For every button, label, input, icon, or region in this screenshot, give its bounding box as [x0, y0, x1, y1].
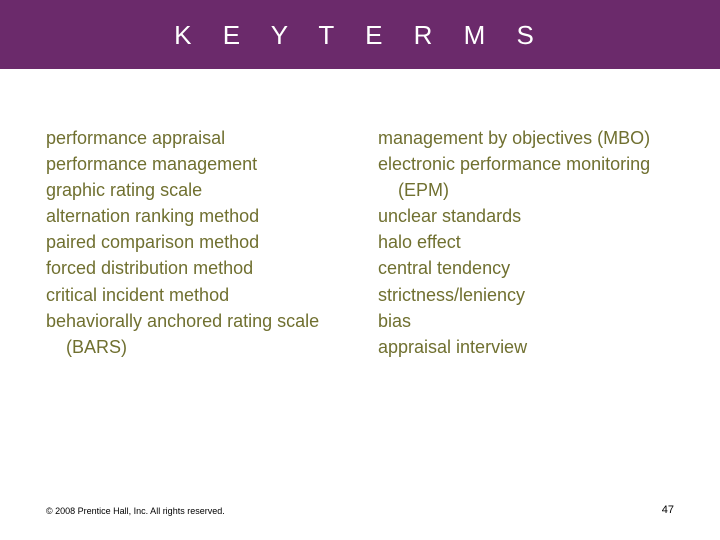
term-item: central tendency — [378, 255, 674, 281]
term-item: graphic rating scale — [46, 177, 342, 203]
term-item: paired comparison method — [46, 229, 342, 255]
term-item: forced distribution method — [46, 255, 342, 281]
term-item: electronic performance monitoring (EPM) — [378, 151, 674, 203]
slide-title: K E Y T E R M S — [0, 20, 720, 51]
left-column: performance appraisal performance manage… — [46, 125, 342, 360]
term-item: strictness/leniency — [378, 282, 674, 308]
term-item: alternation ranking method — [46, 203, 342, 229]
term-item: critical incident method — [46, 282, 342, 308]
right-column: management by objectives (MBO) electroni… — [378, 125, 674, 360]
term-item: management by objectives (MBO) — [378, 125, 674, 151]
term-item: behaviorally anchored rating scale (BARS… — [46, 308, 342, 360]
term-item: unclear standards — [378, 203, 674, 229]
page-number: 47 — [662, 504, 674, 516]
term-item: appraisal interview — [378, 334, 674, 360]
term-item: performance management — [46, 151, 342, 177]
term-item: bias — [378, 308, 674, 334]
term-item: performance appraisal — [46, 125, 342, 151]
header-bar: K E Y T E R M S — [0, 0, 720, 69]
copyright-text: © 2008 Prentice Hall, Inc. All rights re… — [46, 506, 225, 516]
term-item: halo effect — [378, 229, 674, 255]
terms-columns: performance appraisal performance manage… — [0, 69, 720, 360]
slide: K E Y T E R M S performance appraisal pe… — [0, 0, 720, 540]
